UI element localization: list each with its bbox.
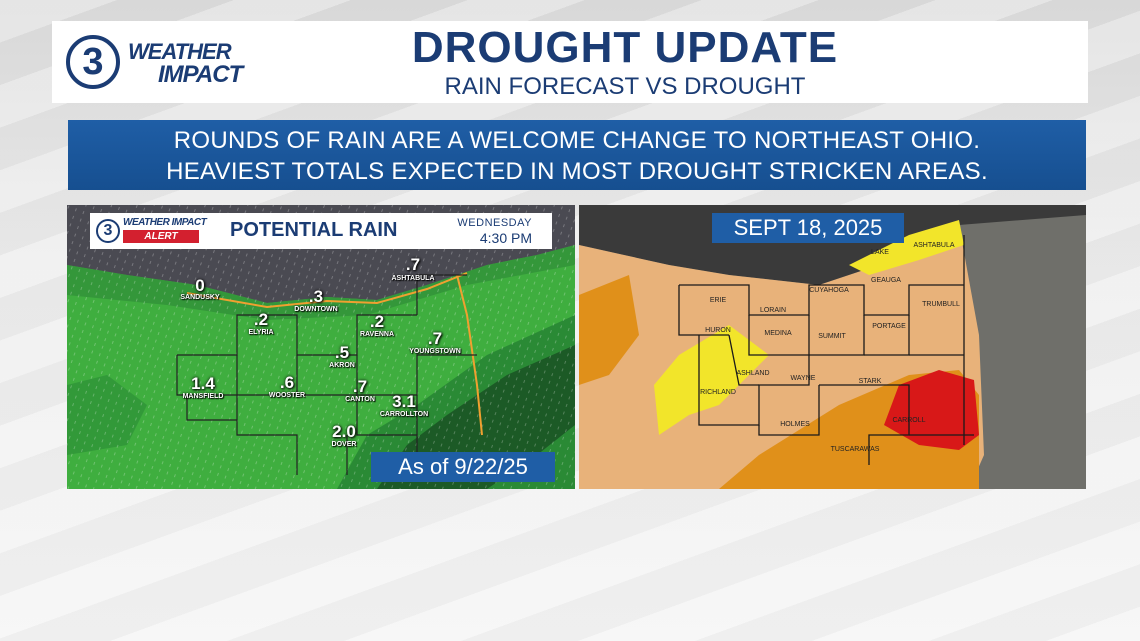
extreme-drought <box>884 370 979 450</box>
station-logo: 3 WEATHER IMPACT <box>66 33 266 91</box>
rain-total-city: MANSFIELD <box>182 393 224 400</box>
rain-total-city: DOWNTOWN <box>294 306 338 313</box>
rain-total-city: ASHTABULA <box>391 275 435 282</box>
rain-total-city: AKRON <box>329 362 355 369</box>
logo-weather-text: WEATHER <box>128 39 232 64</box>
severe-drought-west <box>579 275 639 385</box>
county-label: HURON <box>705 327 731 334</box>
drought-date: SEPT 18, 2025 <box>712 213 904 243</box>
county-label: TRUMBULL <box>922 301 960 308</box>
county-label: WAYNE <box>790 375 816 382</box>
rain-total-city: RAVENNA <box>359 331 395 338</box>
lake-erie <box>579 205 1086 285</box>
county-lines <box>678 235 974 465</box>
county-label: CARROLL <box>892 417 926 424</box>
county-label: RICHLAND <box>700 389 736 396</box>
rain-total-city: WOOSTER <box>268 392 306 399</box>
rain-total-city: ELYRIA <box>248 329 274 336</box>
header: 3 WEATHER IMPACT DROUGHT UPDATE RAIN FOR… <box>52 21 1088 103</box>
rain-total-value: .7 <box>405 255 421 274</box>
rain-total-value: 2.0 <box>332 422 356 441</box>
county-label: ASHTABULA <box>913 242 955 249</box>
rain-total-value: .5 <box>334 343 350 362</box>
county-lines <box>176 274 477 475</box>
rain-total-value: .3 <box>308 287 324 306</box>
rain-total-value: .2 <box>369 312 385 331</box>
rain-map-time: 4:30 PM <box>479 230 532 246</box>
alert-badge: ALERT <box>123 230 199 243</box>
abnormally-dry-northeast <box>849 220 964 275</box>
county-label: STARK <box>858 378 882 385</box>
shoreline <box>186 272 468 309</box>
logo-number: 3 <box>66 35 120 89</box>
alert-logo-text: WEATHER IMPACT <box>123 217 207 228</box>
county-label: ASHLAND <box>736 370 770 377</box>
rain-total-value: .7 <box>352 377 368 396</box>
county-label: HOLMES <box>780 421 810 428</box>
county-label: ERIE <box>709 297 727 304</box>
banner-line-2: HEAVIEST TOTALS EXPECTED IN MOST DROUGHT… <box>166 158 988 185</box>
county-label: MEDINA <box>764 330 792 337</box>
banner-line-1: ROUNDS OF RAIN ARE A WELCOME CHANGE TO N… <box>173 127 981 154</box>
rain-total-value: .6 <box>279 373 295 392</box>
county-label: PORTAGE <box>872 323 906 330</box>
rain-total-value: .7 <box>427 329 443 348</box>
county-label: TUSCARAWAS <box>830 446 880 453</box>
rain-total-city: CARROLLTON <box>379 411 429 418</box>
rain-total-value: 1.4 <box>191 374 215 393</box>
rain-total-city: DOVER <box>331 441 357 448</box>
rain-total-city: YOUNGSTOWN <box>409 348 461 355</box>
logo-impact-text: IMPACT <box>158 61 243 88</box>
pa-state-line <box>456 274 483 436</box>
county-label: SUMMIT <box>818 333 846 340</box>
rain-map-title: POTENTIAL RAIN <box>230 219 398 241</box>
rain-map-day: WEDNESDAY <box>457 217 532 229</box>
rain-total-value: .2 <box>253 310 269 329</box>
rain-forecast-map: 3 WEATHER IMPACT ALERT POTENTIAL RAIN WE… <box>67 205 575 489</box>
drought-map-graphic <box>579 205 1086 489</box>
county-label: LAKE <box>871 249 889 256</box>
rain-total-city: CANTON <box>345 396 375 403</box>
page-title: DROUGHT UPDATE <box>411 23 839 72</box>
abnormally-dry-central <box>654 325 769 435</box>
county-label: GEAUGA <box>871 277 901 284</box>
rain-texture <box>67 205 575 489</box>
county-label: LORAIN <box>759 307 787 314</box>
message-banner: ROUNDS OF RAIN ARE A WELCOME CHANGE TO N… <box>68 120 1086 190</box>
drought-monitor-map: SEPT 18, 2025 ASHTABULA LAKE GEAUGA TRUM… <box>579 205 1086 489</box>
rain-map-header: 3 WEATHER IMPACT ALERT POTENTIAL RAIN WE… <box>90 213 552 249</box>
rain-total-city: SANDUSKY <box>180 294 220 301</box>
rain-total-value: 3.1 <box>392 392 416 411</box>
rain-total-value: 0 <box>195 276 205 295</box>
county-label: CUYAHOGA <box>809 287 849 294</box>
alert-logo-number: 3 <box>96 219 120 243</box>
as-of-date: As of 9/22/25 <box>371 452 555 482</box>
page-subtitle: RAIN FORECAST VS DROUGHT <box>444 73 806 100</box>
